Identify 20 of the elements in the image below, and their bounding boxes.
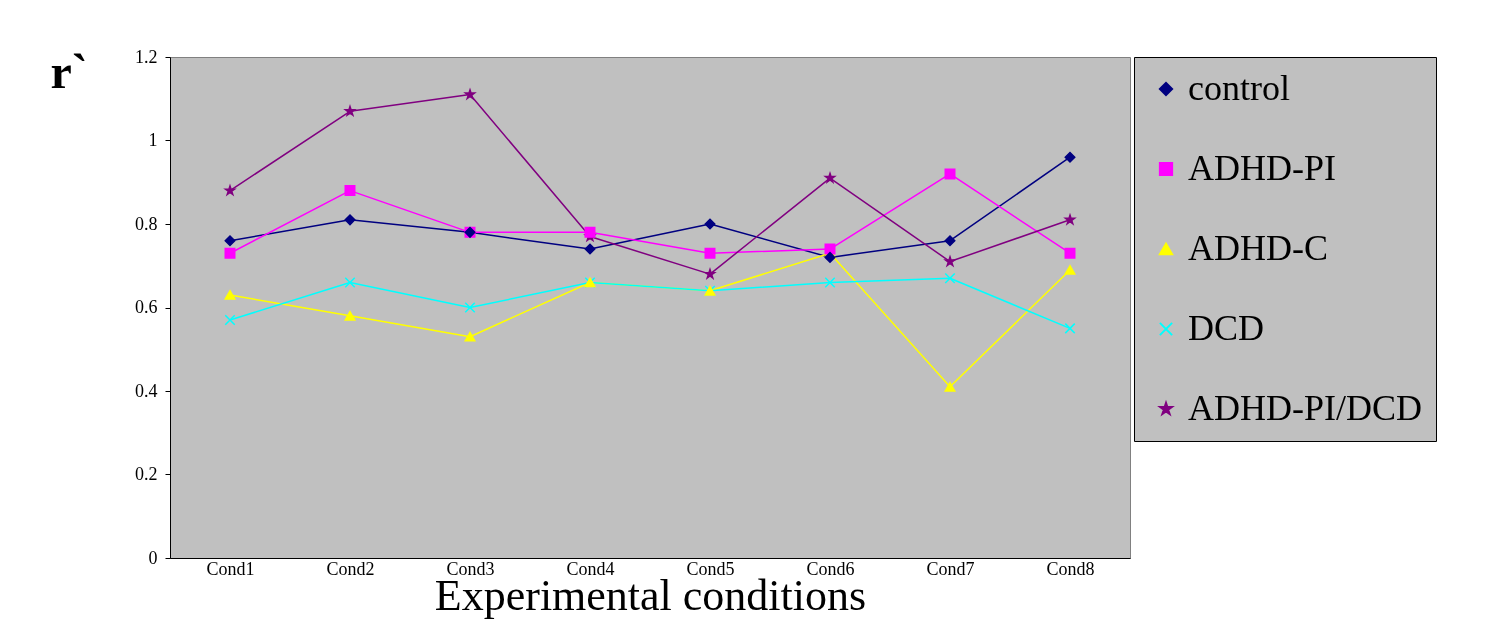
x-tick-label: Cond2: [326, 558, 375, 579]
x-tick-label: Cond4: [566, 558, 615, 579]
y-tick-label: 0: [148, 547, 158, 568]
x-tick-label: Cond8: [1046, 558, 1095, 579]
y-tick-label: 1.2: [135, 46, 158, 67]
legend-label: control: [1188, 68, 1290, 108]
legend-label: ADHD-C: [1188, 228, 1328, 268]
y-tick-label: 0.4: [135, 380, 158, 401]
y-axis-title: r`: [50, 44, 88, 98]
y-tick-label: 0.2: [135, 464, 158, 484]
y-tick-label: 1: [148, 130, 158, 150]
legend-label: ADHD-PI/DCD: [1188, 388, 1422, 428]
x-tick-label: Cond1: [206, 558, 255, 579]
y-tick-label: 0.8: [135, 213, 158, 234]
y-tick-label: 0.6: [135, 297, 158, 317]
legend-label: DCD: [1188, 308, 1265, 348]
x-tick-label: Cond7: [926, 558, 975, 579]
x-tick-label: Cond5: [686, 558, 735, 579]
x-tick-label: Cond6: [806, 558, 855, 579]
legend-label: ADHD-PI: [1188, 148, 1336, 188]
